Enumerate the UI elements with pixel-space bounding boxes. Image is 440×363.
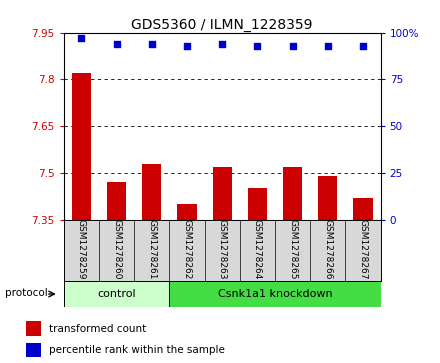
Bar <box>72 73 91 220</box>
Text: transformed count: transformed count <box>49 323 147 334</box>
Bar <box>107 182 126 220</box>
Text: GSM1278265: GSM1278265 <box>288 219 297 280</box>
Bar <box>169 281 381 307</box>
Point <box>183 43 191 49</box>
Point <box>324 43 331 49</box>
Text: Csnk1a1 knockdown: Csnk1a1 knockdown <box>218 289 332 299</box>
Title: GDS5360 / ILMN_1228359: GDS5360 / ILMN_1228359 <box>132 18 313 32</box>
Point <box>148 41 155 47</box>
Text: protocol: protocol <box>5 288 48 298</box>
Bar <box>213 167 232 220</box>
Text: GSM1278264: GSM1278264 <box>253 219 262 280</box>
Point <box>113 41 120 47</box>
Point <box>78 35 85 41</box>
Point <box>289 43 296 49</box>
Bar <box>248 188 267 220</box>
Bar <box>318 176 337 220</box>
Text: GSM1278259: GSM1278259 <box>77 219 86 280</box>
Bar <box>142 164 161 220</box>
Bar <box>26 322 41 336</box>
Bar <box>177 204 197 220</box>
Text: GSM1278260: GSM1278260 <box>112 219 121 280</box>
Text: GSM1278262: GSM1278262 <box>183 219 191 280</box>
Text: GSM1278261: GSM1278261 <box>147 219 156 280</box>
Bar <box>64 281 169 307</box>
Text: control: control <box>97 289 136 299</box>
Bar <box>283 167 302 220</box>
Text: percentile rank within the sample: percentile rank within the sample <box>49 345 225 355</box>
Point <box>359 43 367 49</box>
Bar <box>26 343 41 357</box>
Bar <box>353 198 373 220</box>
Point <box>219 41 226 47</box>
Point <box>254 43 261 49</box>
Text: GSM1278263: GSM1278263 <box>218 219 227 280</box>
Text: GSM1278267: GSM1278267 <box>359 219 367 280</box>
Text: GSM1278266: GSM1278266 <box>323 219 332 280</box>
